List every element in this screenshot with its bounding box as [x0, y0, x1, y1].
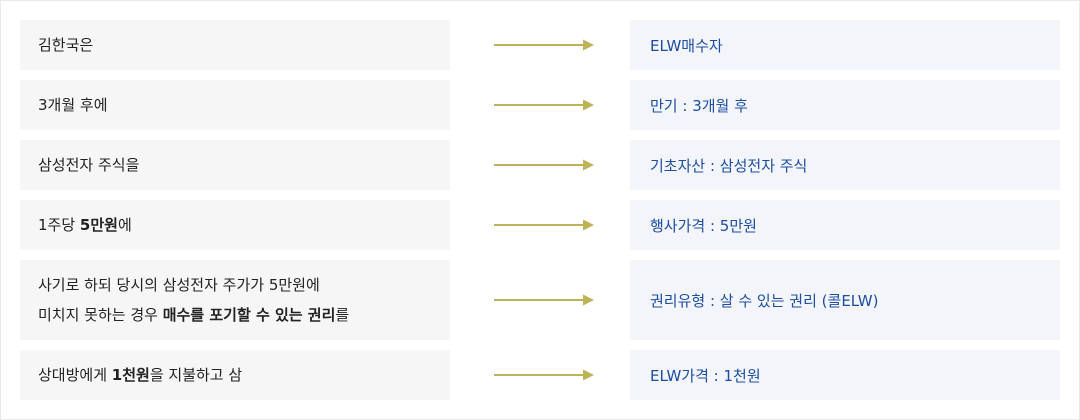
- term-text: 행사가격 : 5만원: [650, 216, 757, 235]
- emphasis-text: 1천원: [111, 366, 150, 384]
- plain-text: 사기로 하되 당시의 삼성전자 주가가 5만원에: [38, 276, 320, 294]
- term-box: 만기 : 3개월 후: [630, 80, 1060, 130]
- description-line: 미치지 못하는 경우 매수를 포기할 수 있는 권리를: [38, 300, 349, 330]
- description-box: 상대방에게 1천원을 지불하고 삼: [20, 350, 450, 400]
- mapping-row: 3개월 후에 만기 : 3개월 후: [0, 80, 1080, 130]
- mapping-row: 김한국은 ELW매수자: [0, 20, 1080, 70]
- right-arrow-icon: [494, 369, 594, 381]
- description-line: 사기로 하되 당시의 삼성전자 주가가 5만원에: [38, 270, 349, 300]
- plain-text: 김한국은: [38, 36, 94, 54]
- description-line: 1주당 5만원에: [38, 210, 132, 240]
- plain-text: 삼성전자 주식을: [38, 156, 140, 174]
- right-arrow-icon: [494, 219, 594, 231]
- emphasis-text: 매수를 포기할 수 있는 권리: [162, 306, 336, 324]
- term-box: 권리유형 : 살 수 있는 권리 (콜ELW): [630, 260, 1060, 340]
- description-text: 1주당 5만원에: [38, 210, 132, 240]
- term-text: 기초자산 : 삼성전자 주식: [650, 156, 808, 175]
- description-line: 상대방에게 1천원을 지불하고 삼: [38, 360, 242, 390]
- term-box: ELW매수자: [630, 20, 1060, 70]
- emphasis-text: 5만원: [79, 216, 118, 234]
- plain-text: 에: [117, 216, 132, 234]
- description-line: 김한국은: [38, 30, 93, 60]
- right-arrow-icon: [494, 294, 594, 306]
- mapping-row: 삼성전자 주식을 기초자산 : 삼성전자 주식: [0, 140, 1080, 190]
- description-text: 김한국은: [38, 30, 93, 60]
- mapping-row: 상대방에게 1천원을 지불하고 삼 ELW가격 : 1천원: [0, 350, 1080, 400]
- plain-text: 3개월 후에: [38, 96, 108, 114]
- plain-text: 를: [335, 306, 350, 324]
- term-text: ELW가격 : 1천원: [650, 366, 761, 385]
- description-line: 삼성전자 주식을: [38, 150, 139, 180]
- description-box: 삼성전자 주식을: [20, 140, 450, 190]
- term-box: ELW가격 : 1천원: [630, 350, 1060, 400]
- plain-text: 1주당: [38, 216, 80, 234]
- description-text: 3개월 후에: [38, 90, 108, 120]
- description-text: 삼성전자 주식을: [38, 150, 139, 180]
- description-line: 3개월 후에: [38, 90, 108, 120]
- plain-text: 미치지 못하는 경우: [38, 306, 163, 324]
- plain-text: 상대방에게: [38, 366, 112, 384]
- plain-text: 을 지불하고 삼: [149, 366, 243, 384]
- term-box: 행사가격 : 5만원: [630, 200, 1060, 250]
- term-text: ELW매수자: [650, 36, 723, 55]
- mapping-row: 1주당 5만원에 행사가격 : 5만원: [0, 200, 1080, 250]
- right-arrow-icon: [494, 159, 594, 171]
- term-text: 만기 : 3개월 후: [650, 96, 748, 115]
- description-text: 상대방에게 1천원을 지불하고 삼: [38, 360, 242, 390]
- term-text: 권리유형 : 살 수 있는 권리 (콜ELW): [650, 291, 879, 310]
- term-box: 기초자산 : 삼성전자 주식: [630, 140, 1060, 190]
- description-box: 1주당 5만원에: [20, 200, 450, 250]
- description-box: 3개월 후에: [20, 80, 450, 130]
- description-box: 김한국은: [20, 20, 450, 70]
- right-arrow-icon: [494, 39, 594, 51]
- right-arrow-icon: [494, 99, 594, 111]
